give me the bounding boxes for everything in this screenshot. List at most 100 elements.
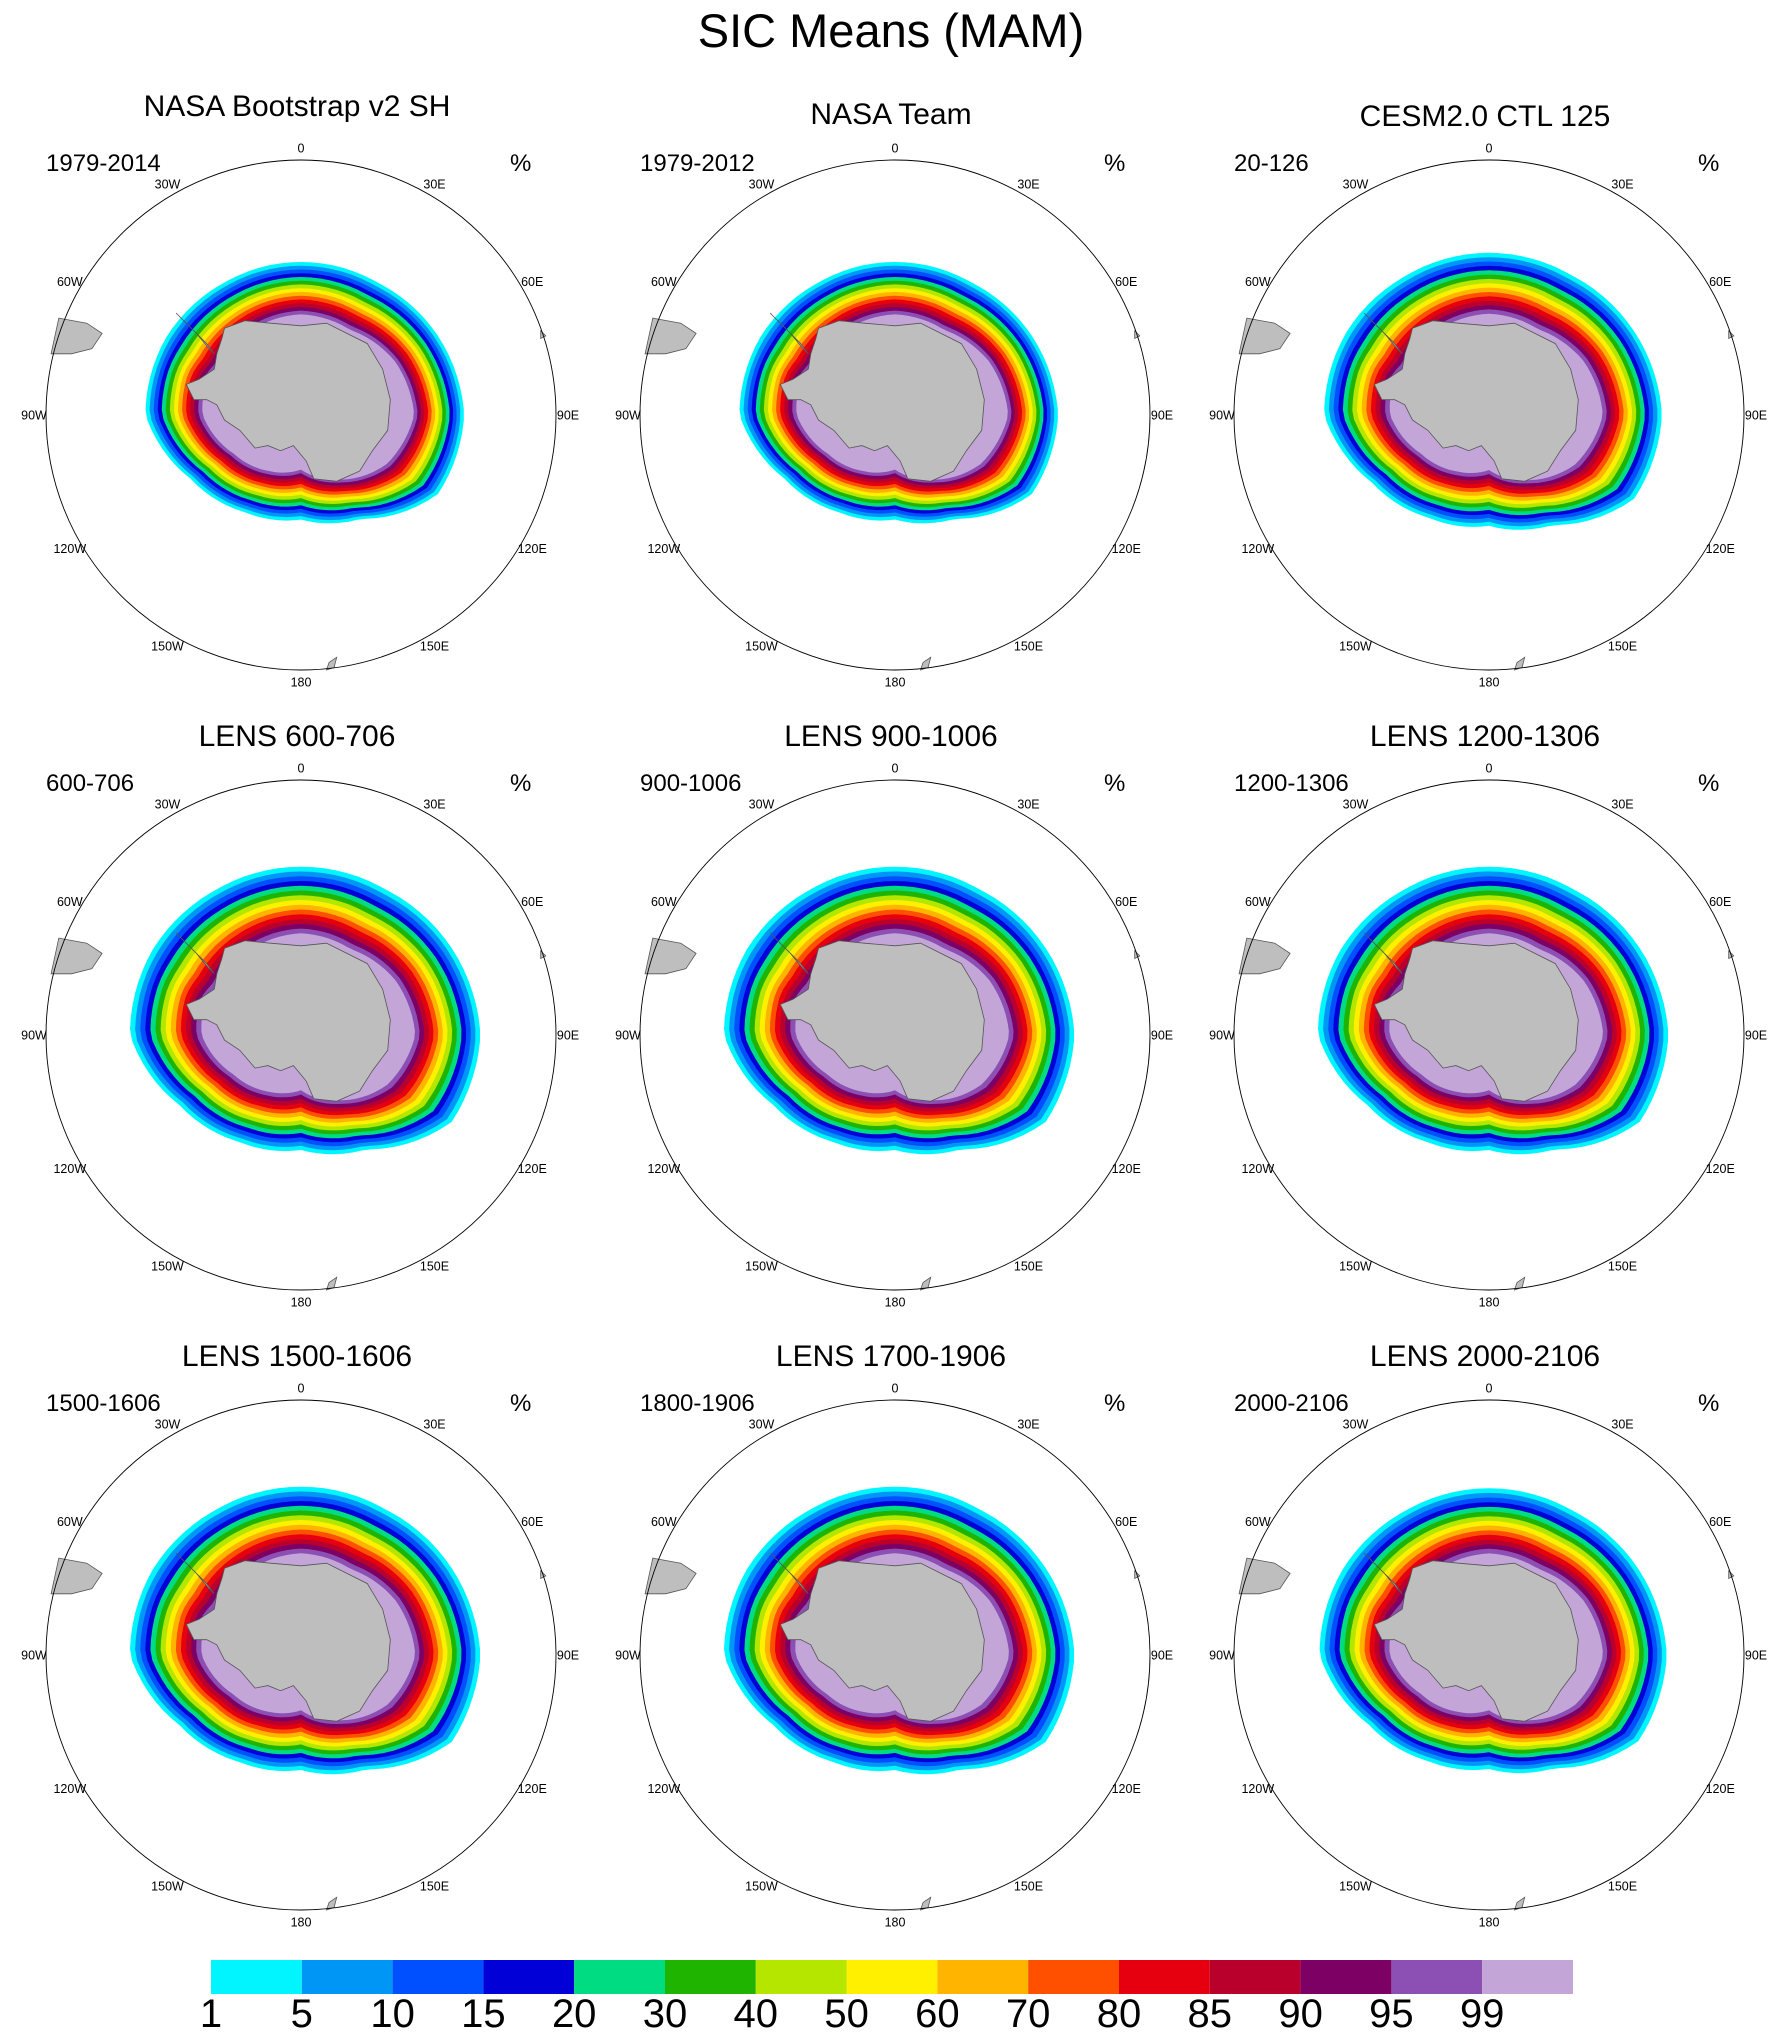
longitude-label: 30E [1611, 1417, 1633, 1431]
south-america-landmass [50, 937, 103, 975]
longitude-label: 60E [1115, 275, 1137, 289]
longitude-label: 0 [298, 142, 305, 156]
longitude-label: 60W [57, 1515, 83, 1529]
panel-title: LENS 900-1006 [784, 720, 998, 753]
south-america-landmass [50, 317, 103, 355]
colorbar-swatch [211, 1960, 302, 1994]
longitude-label: 90W [1209, 1649, 1235, 1663]
longitude-label: 60W [1245, 275, 1271, 289]
colorbar-swatch [1391, 1960, 1483, 1994]
longitude-label: 180 [885, 676, 906, 690]
longitude-label: 90E [1745, 409, 1767, 423]
longitude-label: 90W [1209, 409, 1235, 423]
panel-title: NASA Bootstrap v2 SH [143, 90, 451, 123]
period-label: 1979-2012 [640, 150, 755, 177]
longitude-label: 90W [21, 1029, 47, 1043]
antarctica-landmass [185, 320, 391, 482]
longitude-label: 120W [1241, 542, 1274, 556]
longitude-label: 60E [1709, 275, 1731, 289]
polar-stereographic-map: 0 30E 60E 90E 120E 150E 180 150W 120W 90W 60W 30W [1209, 762, 1767, 1310]
longitude-label: 30W [155, 177, 181, 191]
antarctica-landmass [1373, 940, 1579, 1102]
longitude-label: 120E [518, 1782, 547, 1796]
longitude-label: 120E [1706, 1162, 1735, 1176]
map-boundary-circle [45, 159, 557, 671]
longitude-label: 180 [885, 1916, 906, 1930]
longitude-label: 120E [1112, 542, 1141, 556]
period-label: 1800-1906 [640, 1390, 755, 1417]
map-boundary-circle [639, 159, 1151, 671]
longitude-label: 120E [518, 542, 547, 556]
colorbar-swatch [665, 1960, 756, 1994]
longitude-label: 30E [423, 177, 445, 191]
panel-title: LENS 2000-2106 [1369, 1340, 1601, 1373]
longitude-label: 60E [1115, 895, 1137, 909]
map-panel: 0 30E 60E 90E 120E 150E 180 150W 120W 90W 60W 30W LE… [0, 705, 594, 1325]
map-panel: 0 30E 60E 90E 120E 150E 180 150W 120W 90W 60W 30W CE… [1188, 85, 1782, 705]
panel-title: CESM2.0 CTL 125 [1359, 100, 1611, 133]
longitude-label: 150E [420, 640, 449, 654]
longitude-label: 180 [1479, 1916, 1500, 1930]
longitude-label: 120E [1112, 1162, 1141, 1176]
longitude-label: 60W [57, 895, 83, 909]
longitude-label: 30W [1343, 177, 1369, 191]
map-panel: 0 30E 60E 90E 120E 150E 180 150W 120W 90W 60W 30W LE… [594, 1325, 1188, 1945]
longitude-label: 150E [1608, 1880, 1637, 1894]
antarctica-landmass [779, 940, 985, 1102]
antarctica-landmass [779, 320, 985, 482]
longitude-label: 90W [615, 1649, 641, 1663]
period-label: 1200-1306 [1234, 770, 1349, 797]
longitude-label: 30E [1017, 797, 1039, 811]
colorbar-swatch [574, 1960, 665, 1994]
longitude-label: 30E [423, 1417, 445, 1431]
period-label: 20-126 [1234, 150, 1309, 177]
unit-label: % [510, 150, 532, 177]
longitude-label: 30E [1017, 1417, 1039, 1431]
longitude-label: 0 [892, 762, 899, 776]
longitude-label: 90E [1151, 1649, 1173, 1663]
colorbar-swatch [755, 1960, 847, 1994]
colorbar-swatch [1300, 1960, 1392, 1994]
colorbar-swatch [1209, 1960, 1301, 1994]
longitude-label: 150W [745, 1260, 778, 1274]
longitude-label: 90W [21, 1649, 47, 1663]
antarctica-landmass [1373, 320, 1579, 482]
longitude-label: 60W [1245, 895, 1271, 909]
main-title: SIC Means (MAM) [697, 4, 1085, 57]
antarctica-landmass [185, 940, 391, 1102]
longitude-label: 90E [557, 1649, 579, 1663]
longitude-label: 120W [53, 542, 86, 556]
longitude-label: 30W [749, 797, 775, 811]
colorbar-swatch [1119, 1960, 1210, 1994]
longitude-label: 30E [423, 797, 445, 811]
colorbar-swatch [937, 1960, 1029, 1994]
unit-label: % [1104, 150, 1126, 177]
panel-title: LENS 1200-1306 [1369, 720, 1601, 753]
antarctica-landmass [185, 1560, 391, 1722]
period-label: 900-1006 [640, 770, 742, 797]
longitude-label: 150E [1014, 1260, 1043, 1274]
longitude-label: 60W [651, 895, 677, 909]
panel-title: LENS 1700-1906 [775, 1340, 1007, 1373]
longitude-label: 180 [291, 1296, 312, 1310]
antarctic-peninsula [175, 1552, 215, 1595]
map-panel: 0 30E 60E 90E 120E 150E 180 150W 120W 90W 60W 30W LE… [594, 705, 1188, 1325]
unit-label: % [1698, 1390, 1720, 1417]
longitude-label: 90E [1745, 1029, 1767, 1043]
period-label: 1500-1606 [46, 1390, 161, 1417]
map-boundary-circle [1233, 159, 1745, 671]
south-america-landmass [1238, 1557, 1291, 1595]
longitude-label: 0 [892, 1382, 899, 1396]
unit-label: % [510, 1390, 532, 1417]
longitude-label: 90W [615, 409, 641, 423]
longitude-label: 180 [291, 1916, 312, 1930]
colorbar-swatch [1482, 1960, 1573, 1994]
antarctic-peninsula [175, 932, 215, 975]
period-label: 600-706 [46, 770, 135, 797]
longitude-label: 0 [892, 142, 899, 156]
period-label: 1979-2014 [46, 150, 161, 177]
colorbar-swatch [1028, 1960, 1119, 1994]
longitude-label: 30W [749, 177, 775, 191]
